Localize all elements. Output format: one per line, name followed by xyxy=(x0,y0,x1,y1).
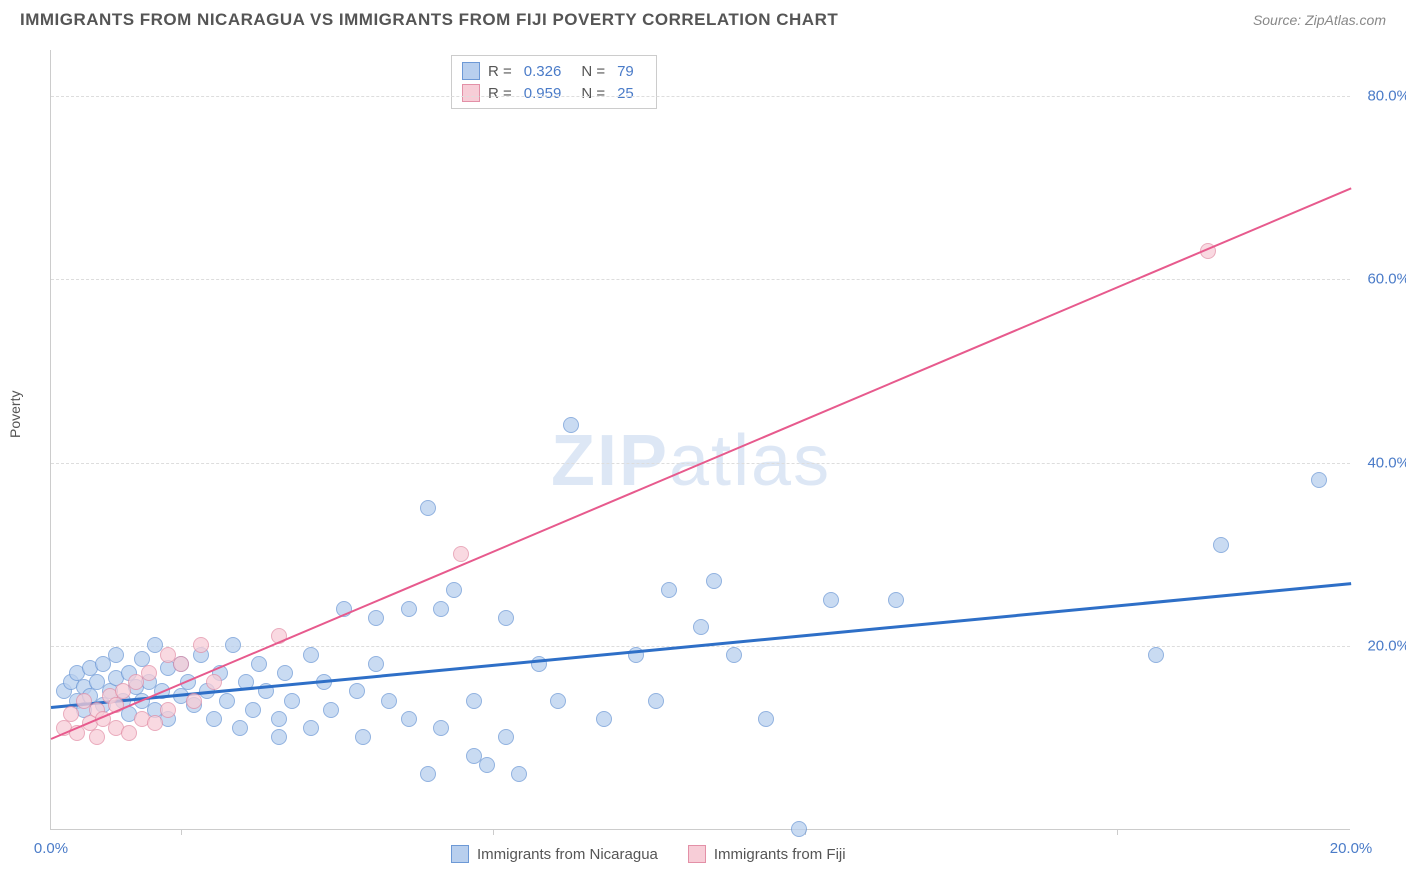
scatter-point xyxy=(420,500,436,516)
chart-container: ZIPatlas R =0.326N =79R =0.959N =25 Immi… xyxy=(50,50,1380,830)
scatter-point xyxy=(453,546,469,562)
scatter-point xyxy=(349,683,365,699)
scatter-point xyxy=(498,610,514,626)
scatter-point xyxy=(277,665,293,681)
legend-swatch xyxy=(462,62,480,80)
scatter-point xyxy=(648,693,664,709)
scatter-point xyxy=(596,711,612,727)
scatter-point xyxy=(381,693,397,709)
x-minor-tick xyxy=(493,829,494,835)
legend-series-label: Immigrants from Nicaragua xyxy=(477,846,658,863)
scatter-point xyxy=(108,647,124,663)
gridline-horizontal xyxy=(51,96,1350,97)
scatter-point xyxy=(479,757,495,773)
scatter-point xyxy=(173,656,189,672)
legend-swatch xyxy=(451,845,469,863)
plot-area: ZIPatlas R =0.326N =79R =0.959N =25 Immi… xyxy=(50,50,1350,830)
chart-source: Source: ZipAtlas.com xyxy=(1253,12,1386,28)
scatter-point xyxy=(420,766,436,782)
legend-series-label: Immigrants from Fiji xyxy=(714,846,846,863)
scatter-point xyxy=(323,702,339,718)
scatter-point xyxy=(401,601,417,617)
x-tick-label: 0.0% xyxy=(34,840,68,857)
scatter-point xyxy=(433,601,449,617)
legend-correlation-row: R = 0.959 N = 25 xyxy=(462,82,646,104)
scatter-point xyxy=(271,711,287,727)
legend-n-value: 25 xyxy=(617,85,634,102)
scatter-point xyxy=(89,729,105,745)
scatter-point xyxy=(368,610,384,626)
gridline-horizontal xyxy=(51,279,1350,280)
scatter-point xyxy=(251,656,267,672)
legend-swatch xyxy=(688,845,706,863)
y-tick-label: 40.0% xyxy=(1367,454,1406,471)
legend-n-label: N = xyxy=(581,85,605,102)
scatter-point xyxy=(726,647,742,663)
legend-correlation-row: R = 0.326 N = 79 xyxy=(462,60,646,82)
scatter-point xyxy=(121,725,137,741)
legend-n-value: 79 xyxy=(617,63,634,80)
scatter-point xyxy=(791,821,807,837)
scatter-point xyxy=(355,729,371,745)
x-tick-label: 20.0% xyxy=(1330,840,1373,857)
scatter-point xyxy=(466,693,482,709)
chart-title: IMMIGRANTS FROM NICARAGUA VS IMMIGRANTS … xyxy=(20,10,838,30)
scatter-point xyxy=(206,711,222,727)
scatter-point xyxy=(446,582,462,598)
trend-line xyxy=(51,582,1351,708)
scatter-point xyxy=(303,720,319,736)
scatter-point xyxy=(1213,537,1229,553)
legend-series-item: Immigrants from Nicaragua xyxy=(451,845,658,863)
scatter-point xyxy=(225,637,241,653)
y-tick-label: 20.0% xyxy=(1367,638,1406,655)
scatter-point xyxy=(1311,472,1327,488)
scatter-point xyxy=(511,766,527,782)
scatter-point xyxy=(232,720,248,736)
legend-r-label: R = xyxy=(488,85,512,102)
y-tick-label: 60.0% xyxy=(1367,271,1406,288)
scatter-point xyxy=(1148,647,1164,663)
scatter-point xyxy=(160,702,176,718)
scatter-point xyxy=(563,417,579,433)
scatter-point xyxy=(401,711,417,727)
scatter-point xyxy=(550,693,566,709)
legend-correlation: R = 0.326 N = 79 R = 0.959 N = 25 xyxy=(451,55,657,109)
scatter-point xyxy=(284,693,300,709)
scatter-point xyxy=(693,619,709,635)
chart-header: IMMIGRANTS FROM NICARAGUA VS IMMIGRANTS … xyxy=(0,0,1406,35)
scatter-point xyxy=(271,729,287,745)
legend-r-label: R = xyxy=(488,63,512,80)
legend-r-value: 0.326 xyxy=(524,63,562,80)
scatter-point xyxy=(63,706,79,722)
scatter-point xyxy=(661,582,677,598)
scatter-point xyxy=(303,647,319,663)
scatter-point xyxy=(206,674,222,690)
scatter-point xyxy=(193,637,209,653)
scatter-point xyxy=(245,702,261,718)
scatter-point xyxy=(219,693,235,709)
x-minor-tick xyxy=(181,829,182,835)
watermark-light: atlas xyxy=(669,421,831,501)
legend-n-label: N = xyxy=(581,63,605,80)
scatter-point xyxy=(141,665,157,681)
scatter-point xyxy=(758,711,774,727)
legend-r-value: 0.959 xyxy=(524,85,562,102)
y-tick-label: 80.0% xyxy=(1367,87,1406,104)
y-axis-label: Poverty xyxy=(7,391,23,438)
scatter-point xyxy=(147,715,163,731)
legend-series: Immigrants from Nicaragua Immigrants from… xyxy=(451,845,846,863)
legend-series-item: Immigrants from Fiji xyxy=(688,845,846,863)
scatter-point xyxy=(888,592,904,608)
scatter-point xyxy=(433,720,449,736)
scatter-point xyxy=(823,592,839,608)
watermark: ZIPatlas xyxy=(551,420,831,502)
scatter-point xyxy=(498,729,514,745)
x-minor-tick xyxy=(1117,829,1118,835)
scatter-point xyxy=(368,656,384,672)
scatter-point xyxy=(186,693,202,709)
legend-swatch xyxy=(462,84,480,102)
scatter-point xyxy=(706,573,722,589)
